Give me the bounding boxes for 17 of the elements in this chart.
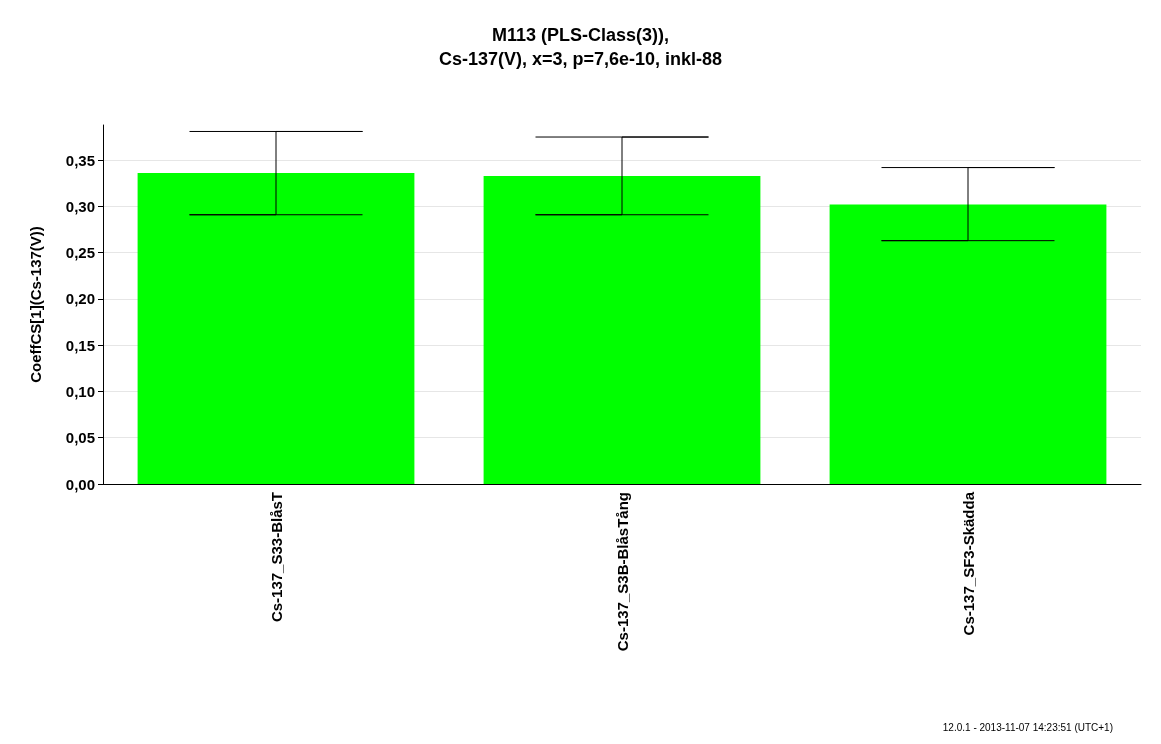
x-tick-label: Cs-137_SF3-Skädda: [959, 491, 977, 636]
bar: [137, 173, 415, 484]
y-tick-label: 0,10: [65, 382, 95, 400]
y-axis-title: CoeffCS[1](Cs-137(V)): [27, 226, 44, 383]
chart-title: M113 (PLS-Class(3)), Cs-137(V), x=3, p=7,6e-10, inkl-88: [438, 25, 723, 69]
y-tick-label: 0,25: [65, 244, 95, 262]
bar: [483, 175, 761, 484]
y-tick-label: 0,15: [65, 336, 95, 354]
y-tick-label: 0,00: [65, 475, 95, 493]
y-tick-label: 0,30: [65, 197, 95, 215]
bar: [829, 204, 1107, 484]
x-tick-label: Cs-137_S33-BlåsT: [267, 492, 285, 623]
text: 12.0.1 - 2013-11-07 14:23:51 (UTC+1): [942, 721, 1114, 733]
y-tick-label: 0,35: [65, 151, 95, 169]
x-tick-label: Cs-137_S3B-BlåsTång: [613, 492, 631, 652]
y-tick-label: 0,05: [65, 429, 95, 447]
y-tick-label: 0,20: [65, 290, 95, 308]
